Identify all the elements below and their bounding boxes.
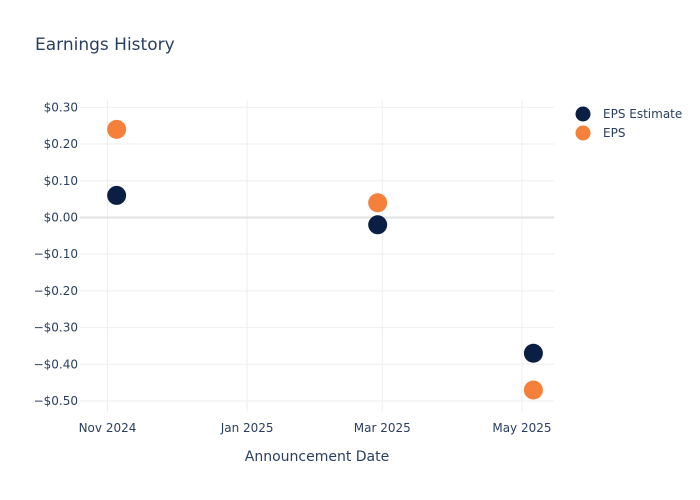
eps-point[interactable] <box>368 193 388 213</box>
chart-title: Earnings History <box>35 35 175 55</box>
y-tick-label: $0.20 <box>44 137 78 151</box>
eps-estimate-point[interactable] <box>368 215 388 235</box>
legend-item-eps-estimate[interactable]: EPS Estimate <box>575 106 683 122</box>
y-tick-label: $0.00 <box>44 210 78 224</box>
eps-estimate-point[interactable] <box>107 185 127 205</box>
legend-item-eps[interactable]: EPS <box>575 125 626 141</box>
eps-estimate-point[interactable] <box>523 343 543 363</box>
y-gridlines <box>80 106 554 402</box>
legend-marker <box>575 125 591 141</box>
x-axis-title: Announcement Date <box>245 449 389 465</box>
y-tick-label: $0.30 <box>44 100 78 114</box>
eps-point[interactable] <box>107 119 127 139</box>
y-tick-label: −$0.10 <box>34 247 78 261</box>
x-tick-label: Nov 2024 <box>79 421 137 435</box>
legend-marker <box>575 106 591 122</box>
y-tick-label: −$0.40 <box>34 357 78 371</box>
y-tick-label: −$0.50 <box>34 394 78 408</box>
y-tick-label: −$0.30 <box>34 321 78 335</box>
x-gridlines <box>106 100 523 412</box>
y-tick-label: −$0.20 <box>34 284 78 298</box>
x-tick-labels: Nov 2024 Jan 2025 Mar 2025 May 2025 <box>79 421 552 435</box>
x-tick-label: May 2025 <box>492 421 551 435</box>
data-points <box>107 119 543 400</box>
eps-point[interactable] <box>523 380 543 400</box>
y-tick-labels: $0.30 $0.20 $0.10 $0.00 −$0.10 −$0.20 −$0.30 −$… <box>34 100 78 408</box>
legend-label: EPS <box>603 126 625 140</box>
y-tick-label: $0.10 <box>44 174 78 188</box>
legend[interactable]: EPS Estimate EPS <box>575 106 683 141</box>
x-tick-label: Mar 2025 <box>354 421 411 435</box>
x-tick-label: Jan 2025 <box>220 421 274 435</box>
legend-label: EPS Estimate <box>603 107 682 121</box>
